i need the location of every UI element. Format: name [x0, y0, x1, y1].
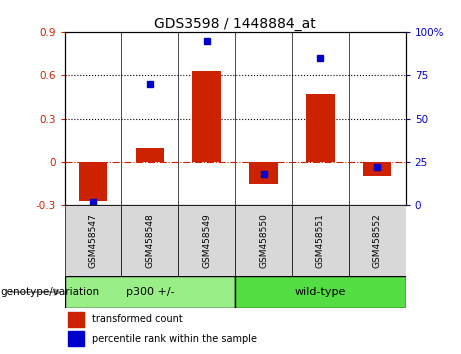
- Bar: [65, 276, 235, 308]
- Bar: [68, 331, 84, 346]
- Bar: [121, 205, 178, 276]
- Bar: [68, 312, 84, 327]
- Text: GSM458551: GSM458551: [316, 213, 325, 268]
- Text: GSM458550: GSM458550: [259, 213, 268, 268]
- Bar: [79, 162, 107, 201]
- Bar: [65, 205, 121, 276]
- Bar: [363, 162, 391, 176]
- Bar: [178, 205, 235, 276]
- Text: GSM458547: GSM458547: [89, 213, 97, 268]
- Text: genotype/variation: genotype/variation: [0, 287, 99, 297]
- Bar: [193, 71, 221, 162]
- Title: GDS3598 / 1448884_at: GDS3598 / 1448884_at: [154, 17, 316, 31]
- Text: transformed count: transformed count: [92, 314, 183, 325]
- Text: p300 +/-: p300 +/-: [125, 287, 174, 297]
- Bar: [306, 94, 335, 162]
- Bar: [235, 205, 292, 276]
- Text: GSM458549: GSM458549: [202, 213, 211, 268]
- Bar: [249, 162, 278, 184]
- Bar: [349, 205, 406, 276]
- Text: GSM458552: GSM458552: [373, 213, 382, 268]
- Text: GSM458548: GSM458548: [145, 213, 154, 268]
- Bar: [136, 148, 164, 162]
- Bar: [235, 276, 406, 308]
- Text: wild-type: wild-type: [295, 287, 346, 297]
- Text: percentile rank within the sample: percentile rank within the sample: [92, 333, 257, 344]
- Bar: [292, 205, 349, 276]
